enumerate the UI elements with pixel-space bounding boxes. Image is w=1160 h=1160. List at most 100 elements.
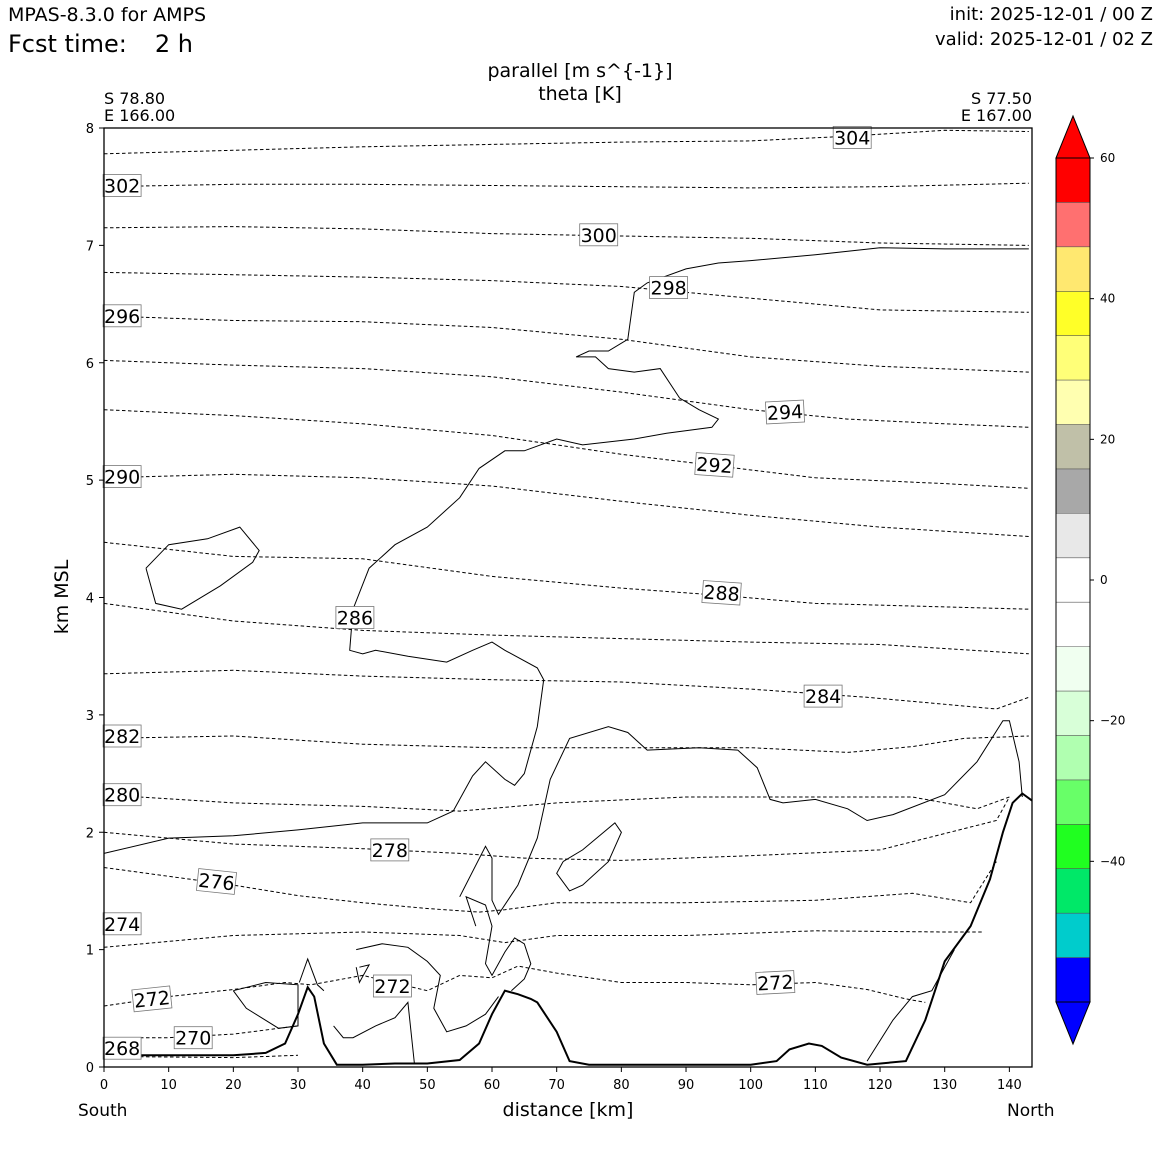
- colorbar-segment: [1056, 957, 1090, 1003]
- theta-label-box: [832, 125, 872, 149]
- colorbar-segment: [1056, 824, 1090, 870]
- theta-label-box: [370, 838, 410, 862]
- colorbar-segment: [1056, 246, 1090, 292]
- theta-contour-272: [103, 965, 926, 1007]
- theta-contour-300: [103, 226, 1029, 246]
- theta-label-282: 282: [102, 724, 142, 748]
- theta-label-280: 280: [102, 783, 142, 807]
- theta-label-box: [196, 868, 237, 895]
- colorbar-segment: [1056, 913, 1090, 958]
- colorbar: 60 40 20 0 −20 −40: [1055, 114, 1125, 1046]
- theta-label-text: 282: [104, 726, 140, 748]
- theta-contour-286: [103, 602, 1029, 655]
- theta-label-302: 302: [102, 174, 142, 198]
- theta-contour-282: [103, 735, 1029, 753]
- theta-contour-274: [103, 930, 984, 948]
- x-tick-label: 50: [419, 1078, 436, 1093]
- theta-contour-284: [103, 669, 1029, 710]
- colorbar-tick-label: −20: [1100, 714, 1125, 728]
- theta-contour-298: [103, 271, 1029, 313]
- theta-label-268: 268: [102, 1036, 142, 1060]
- y-tick-label: 6: [86, 357, 94, 372]
- theta-label-284: 284: [803, 684, 843, 708]
- init-time: init: 2025-12-01 / 00 Z: [949, 4, 1153, 25]
- theta-contours: [103, 129, 1029, 1059]
- theta-label-text: 296: [104, 306, 140, 328]
- wind-zero-contour-10: [333, 1001, 415, 1064]
- theta-label-box: [649, 276, 688, 300]
- y-tick-label: 1: [86, 944, 94, 959]
- forecast-time-label: Fcst time:: [8, 30, 127, 58]
- theta-label-text: 272: [133, 987, 171, 1013]
- colorbar-tick-label: 60: [1100, 151, 1115, 165]
- wind-zero-contour-11: [866, 949, 955, 1062]
- theta-label-272: 272: [755, 970, 796, 996]
- valid-time: valid: 2025-12-01 / 02 Z: [935, 29, 1153, 50]
- theta-contour-280: [103, 794, 1010, 812]
- theta-label-298: 298: [649, 276, 688, 300]
- end-longitude: E 167.00: [960, 106, 1032, 125]
- theta-label-286: 286: [335, 606, 375, 630]
- theta-label-box: [102, 304, 142, 328]
- theta-label-text: 270: [175, 1028, 211, 1050]
- x-tick-label: 130: [932, 1078, 957, 1093]
- x-tick-label: 10: [160, 1078, 177, 1093]
- theta-label-box: [102, 912, 142, 936]
- y-tick-label: 0: [86, 1061, 94, 1076]
- theta-label-box: [335, 606, 375, 629]
- theta-label-text: 274: [104, 914, 140, 936]
- theta-contour-296: [103, 315, 1029, 373]
- wind-zero-contours: [103, 247, 1029, 1064]
- wind-zero-contour-2: [145, 526, 260, 610]
- x-tick-label: 80: [613, 1078, 630, 1093]
- theta-label-288: 288: [701, 580, 742, 606]
- theta-label-text: 280: [104, 785, 140, 807]
- theta-label-box: [131, 985, 173, 1013]
- south-label: South: [78, 1101, 128, 1121]
- theta-contour-288: [103, 541, 1029, 610]
- colorbar-segment: [1056, 513, 1090, 559]
- theta-label-290: 290: [102, 465, 142, 489]
- plot-frame: [103, 127, 1033, 1068]
- x-tick-label: 110: [803, 1078, 828, 1093]
- start-longitude: E 166.00: [104, 106, 176, 125]
- theta-label-text: 278: [372, 840, 408, 862]
- colorbar-segment: [1056, 380, 1090, 425]
- theta-label-text: 304: [834, 127, 870, 149]
- theta-label-text: 300: [581, 225, 617, 247]
- x-tick-label: 60: [484, 1078, 501, 1093]
- north-label: North: [1007, 1101, 1055, 1121]
- colorbar-segment: [1056, 202, 1090, 248]
- wind-zero-contour-5: [556, 822, 622, 892]
- colorbar-segment: [1056, 646, 1090, 692]
- colorbar-segment: [1056, 291, 1090, 337]
- colorbar-tick-label: 40: [1100, 292, 1115, 306]
- theta-label-270: 270: [173, 1026, 213, 1050]
- theta-label-text: 288: [703, 582, 741, 606]
- theta-contour-290: [103, 473, 1029, 537]
- wind-zero-contour-7: [298, 957, 325, 992]
- terrain-outline: [104, 792, 1033, 1066]
- x-tick-label: 120: [868, 1078, 893, 1093]
- x-tick-label: 90: [678, 1078, 695, 1093]
- theta-label-292: 292: [694, 452, 735, 478]
- theta-label-text: 294: [766, 401, 803, 425]
- colorbar-segment: [1056, 868, 1090, 914]
- x-tick-label: 70: [548, 1078, 565, 1093]
- theta-contour-278: [103, 796, 1010, 861]
- theta-label-276: 276: [196, 868, 237, 895]
- theta-label-text: 284: [805, 686, 841, 708]
- x-tick-label: 140: [997, 1078, 1022, 1093]
- forecast-time-value: 2 h: [154, 30, 193, 58]
- y-tick-label: 4: [86, 592, 94, 607]
- theta-contour-304: [103, 129, 1029, 155]
- theta-label-text: 290: [104, 467, 140, 489]
- theta-label-text: 272: [757, 972, 794, 996]
- chart-title: parallel [m s^{-1}]: [487, 60, 673, 82]
- theta-label-box: [102, 724, 142, 748]
- theta-label-box: [701, 580, 742, 606]
- theta-label-text: 272: [374, 976, 410, 998]
- start-latitude: S 78.80: [104, 89, 166, 108]
